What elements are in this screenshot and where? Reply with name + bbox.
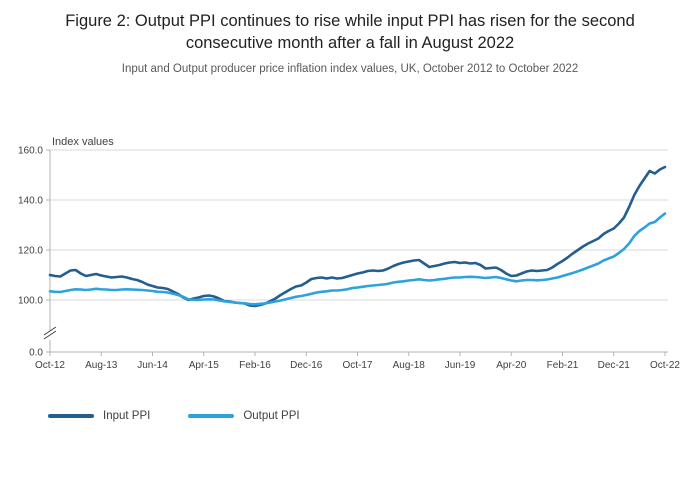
chart-area: 160.0 140.0 120.0 100.0 0.0 Oct-12 Aug-13 Jun-1… [0,135,700,385]
svg-text:160.0: 160.0 [18,146,43,157]
svg-text:Dec-21: Dec-21 [598,360,631,371]
svg-text:Oct-17: Oct-17 [342,360,372,371]
svg-text:Dec-16: Dec-16 [290,360,323,371]
svg-text:Feb-16: Feb-16 [239,360,271,371]
chart-legend: Input PPI Output PPI [48,410,338,422]
y-axis-label: Index values [52,136,114,148]
svg-text:Feb-21: Feb-21 [547,360,579,371]
chart-subtitle: Input and Output producer price inflatio… [121,62,579,75]
legend-label: Output PPI [243,410,300,422]
output-ppi-line-swatch [188,414,235,418]
legend-item-output-ppi: Output PPI [188,410,300,422]
svg-text:Apr-15: Apr-15 [189,360,219,371]
svg-text:Apr-20: Apr-20 [496,360,526,371]
svg-text:0.0: 0.0 [29,348,43,359]
svg-text:140.0: 140.0 [18,196,43,207]
chart-title: Figure 2: Output PPI continues to rise w… [65,12,635,53]
data-series [48,165,667,308]
svg-text:Aug-18: Aug-18 [393,360,426,371]
input-ppi-line-swatch [48,414,94,418]
svg-text:120.0: 120.0 [18,246,43,257]
legend-label: Input PPI [103,410,151,422]
svg-text:Jun-14: Jun-14 [137,360,168,371]
y-axis-break-icon [43,326,57,340]
svg-text:Oct-12: Oct-12 [35,360,65,371]
gridlines [50,149,668,301]
svg-text:Aug-13: Aug-13 [85,360,118,371]
svg-text:Oct-22: Oct-22 [650,360,680,371]
svg-text:100.0: 100.0 [18,296,43,307]
legend-item-input-ppi: Input PPI [48,410,150,422]
svg-text:Jun-19: Jun-19 [445,360,476,371]
